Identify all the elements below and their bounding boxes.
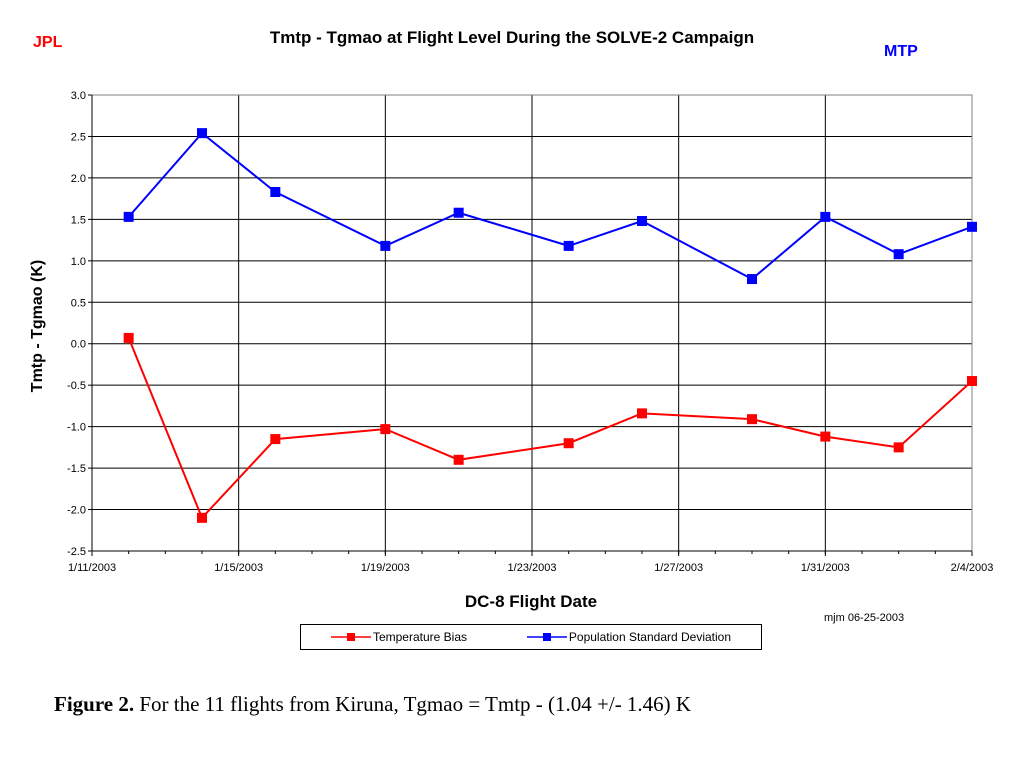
x-tick-label: 1/31/2003 xyxy=(801,562,850,574)
data-point-marker xyxy=(563,438,574,449)
data-point-marker xyxy=(563,240,574,251)
y-tick-label: 3.0 xyxy=(71,90,86,102)
y-tick-label: 2.0 xyxy=(71,173,86,185)
x-tick-label: 2/4/2003 xyxy=(951,562,994,574)
y-tick-label: 1.5 xyxy=(71,214,86,226)
data-point-marker xyxy=(747,414,757,425)
caption-label: Figure 2. xyxy=(54,692,135,716)
series-line-0 xyxy=(127,337,973,520)
tick-labels: 3.0 2.5 2.0 1.5 1.0 0.5 0.0 -0.5 -1.0 -1.5 -2.0 -2.… xyxy=(67,90,993,574)
x-tick-label: 1/19/2003 xyxy=(361,562,410,574)
chart-title: Tmtp - Tgmao at Flight Level During the … xyxy=(269,28,755,47)
y-tick-label: 1.0 xyxy=(71,256,86,268)
data-point-marker xyxy=(820,211,831,222)
data-point-marker xyxy=(270,187,281,198)
legend-swatch-bias xyxy=(330,633,371,641)
data-point-marker xyxy=(123,332,134,343)
x-tick-label: 1/11/2003 xyxy=(68,562,116,574)
data-point-marker xyxy=(820,431,831,442)
legend-item-bias: Temperature Bias xyxy=(330,630,467,644)
legend-label-bias: Temperature Bias xyxy=(372,630,467,644)
data-point-marker xyxy=(453,207,464,218)
jpl-label: JPL xyxy=(33,34,63,51)
chart-area: 3.0 2.5 2.0 1.5 1.0 0.5 0.0 -0.5 -1.0 -1.5 -2.0 -2.… xyxy=(29,90,993,611)
x-axis-label: DC-8 Flight Date xyxy=(465,592,597,611)
y-tick-label: -1.0 xyxy=(67,422,86,434)
y-tick-label: -1.5 xyxy=(67,463,86,475)
legend-swatch-std xyxy=(526,633,567,641)
x-tick-label: 1/15/2003 xyxy=(214,562,263,574)
y-tick-label: -2.0 xyxy=(67,505,86,517)
legend-label-std: Population Standard Deviation xyxy=(568,630,732,644)
y-tick-label: 2.5 xyxy=(71,131,86,143)
grid-lines xyxy=(91,94,973,552)
author-signature: mjm 06-25-2003 xyxy=(824,612,905,624)
data-point-marker xyxy=(270,434,281,445)
data-point-marker xyxy=(747,274,757,285)
data-point-marker xyxy=(967,221,977,232)
data-point-marker xyxy=(637,216,647,227)
mtp-label: MTP xyxy=(884,43,918,60)
legend-item-std: Population Standard Deviation xyxy=(526,630,732,644)
data-point-marker xyxy=(893,442,904,453)
caption-text: For the 11 flights from Kiruna, Tgmao = … xyxy=(134,692,692,716)
x-tick-label: 1/27/2003 xyxy=(654,562,703,574)
data-point-marker xyxy=(380,240,391,251)
data-point-marker xyxy=(123,211,134,222)
y-tick-label: -2.5 xyxy=(67,546,86,558)
y-tick-label: 0.5 xyxy=(71,297,86,309)
series-line-1 xyxy=(127,131,973,281)
data-point-marker xyxy=(637,408,647,419)
series-markers xyxy=(123,128,977,523)
data-point-marker xyxy=(967,376,977,387)
x-tick-label: 1/23/2003 xyxy=(508,562,557,574)
y-tick-label: -0.5 xyxy=(67,380,86,392)
data-point-marker xyxy=(453,454,464,465)
axes xyxy=(88,94,973,556)
series-lines xyxy=(127,131,973,520)
y-axis-label: Tmtp - Tgmao (K) xyxy=(29,260,46,392)
data-point-marker xyxy=(197,512,207,523)
y-tick-label: 0.0 xyxy=(71,339,86,351)
figure-caption: Figure 2. For the 11 flights from Kiruna… xyxy=(54,692,691,717)
data-point-marker xyxy=(380,424,391,435)
data-point-marker xyxy=(893,249,904,260)
data-point-marker xyxy=(197,128,207,139)
legend: Temperature Bias Population Standard Dev… xyxy=(300,624,762,650)
